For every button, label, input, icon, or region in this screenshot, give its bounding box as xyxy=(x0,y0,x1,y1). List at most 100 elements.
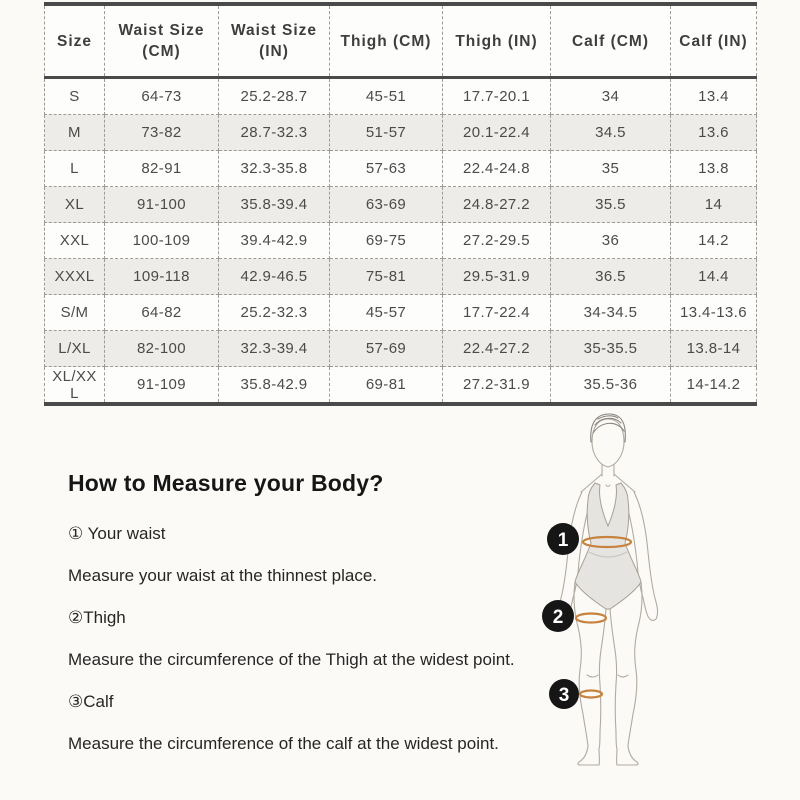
suit-seam xyxy=(588,551,628,558)
measurement-cell: 29.5-31.9 xyxy=(442,258,551,295)
size-cell: L xyxy=(44,150,105,187)
measurement-cell: 13.4 xyxy=(670,77,757,115)
guide-title: How to Measure your Body? xyxy=(68,470,384,496)
measurement-cell: 25.2-28.7 xyxy=(218,77,330,115)
measurement-cell: 25.2-32.3 xyxy=(218,294,330,331)
measurement-cell: 35-35.5 xyxy=(550,330,671,367)
step-description: Measure the circumference of the Thigh a… xyxy=(68,650,515,669)
measurement-cell: 91-100 xyxy=(104,186,219,223)
column-header: Waist Size (CM) xyxy=(104,3,219,79)
size-cell: M xyxy=(44,114,105,151)
measurement-cell: 82-100 xyxy=(104,330,219,367)
column-header: Calf (IN) xyxy=(670,3,757,79)
measurement-cell: 57-69 xyxy=(329,330,443,367)
marker-1-circle xyxy=(547,523,579,555)
measurement-cell: 14 xyxy=(670,186,757,223)
table-row: S/M 64-82 25.2-32.3 45-57 17.7-22.4 34-34.5 13… xyxy=(44,294,757,331)
measurement-cell: 34 xyxy=(550,77,671,115)
marker-1: 1 xyxy=(547,523,579,555)
measurement-cell: 57-63 xyxy=(329,150,443,187)
size-cell: XL/XXL xyxy=(44,366,105,405)
measurement-cell: 17.7-20.1 xyxy=(442,77,551,115)
measurement-cell: 63-69 xyxy=(329,186,443,223)
face-outline xyxy=(591,418,625,468)
right-arm-outline xyxy=(626,491,657,603)
measurement-cell: 32.3-39.4 xyxy=(218,330,330,367)
knee-marks xyxy=(586,674,629,678)
column-header: Thigh (CM) xyxy=(329,3,443,79)
marker-3-circle xyxy=(549,679,579,709)
step-description: Measure your waist at the thinnest place… xyxy=(68,566,377,585)
measurement-cell: 14.4 xyxy=(670,258,757,295)
measurement-cell: 13.8-14 xyxy=(670,330,757,367)
hair-icon xyxy=(590,413,626,443)
waist-measure-band xyxy=(581,535,633,549)
body-measurement-figure: 1 2 3 xyxy=(525,412,695,772)
measurement-cell: 36 xyxy=(550,222,671,259)
body-figure-svg: 1 2 3 xyxy=(542,413,659,766)
right-hand-outline xyxy=(642,597,659,621)
table-row: L/XL 82-100 32.3-39.4 57-69 22.4-27.2 35-35.5… xyxy=(44,330,757,367)
measurement-cell: 35.5 xyxy=(550,186,671,223)
measurement-cell: 35.5-36 xyxy=(550,366,671,405)
measurement-cell: 34-34.5 xyxy=(550,294,671,331)
size-cell: S/M xyxy=(44,294,105,331)
column-header: Waist Size (IN) xyxy=(218,3,330,79)
measurement-cell: 13.4-13.6 xyxy=(670,294,757,331)
size-cell: S xyxy=(44,77,105,115)
measurement-cell: 64-82 xyxy=(104,294,219,331)
hair-stroke xyxy=(597,415,619,420)
measurement-cell: 35.8-39.4 xyxy=(218,186,330,223)
measurement-cell: 51-57 xyxy=(329,114,443,151)
marker-2-number: 2 xyxy=(553,607,564,628)
measurement-cell: 36.5 xyxy=(550,258,671,295)
size-cell: L/XL xyxy=(44,330,105,367)
measurement-cell: 64-73 xyxy=(104,77,219,115)
collarbone-marks xyxy=(605,484,611,488)
column-header: Size xyxy=(44,3,105,79)
step-label: ① Your waist xyxy=(68,524,166,543)
measurement-cell: 32.3-35.8 xyxy=(218,150,330,187)
measurement-cell: 34.5 xyxy=(550,114,671,151)
measurement-cell: 27.2-31.9 xyxy=(442,366,551,405)
measurement-cell: 13.8 xyxy=(670,150,757,187)
size-chart-table: Size Waist Size (CM) Waist Size (IN) Thigh … xyxy=(44,2,757,406)
left-leg-outline xyxy=(573,581,607,750)
measurement-cell: 27.2-29.5 xyxy=(442,222,551,259)
table-row: M 73-82 28.7-32.3 51-57 20.1-22.4 34.5 13.6 xyxy=(44,114,757,151)
table-row: XL 91-100 35.8-39.4 63-69 24.8-27.2 35.5 14 xyxy=(44,186,757,223)
measurement-cell: 22.4-24.8 xyxy=(442,150,551,187)
measurement-cell: 73-82 xyxy=(104,114,219,151)
measurement-cell: 17.7-22.4 xyxy=(442,294,551,331)
measurement-cell: 42.9-46.5 xyxy=(218,258,330,295)
measurement-cell: 82-91 xyxy=(104,150,219,187)
column-header: Thigh (IN) xyxy=(442,3,551,79)
hair-stroke xyxy=(594,417,622,426)
measurement-cell: 69-75 xyxy=(329,222,443,259)
hair-stroke xyxy=(592,422,625,434)
measurement-cell: 35 xyxy=(550,150,671,187)
left-foot-outline xyxy=(577,745,600,766)
size-cell: XL xyxy=(44,186,105,223)
measurement-cell: 45-51 xyxy=(329,77,443,115)
calf-measure-band xyxy=(578,689,604,699)
measurement-cell: 75-81 xyxy=(329,258,443,295)
table-row: L 82-91 32.3-35.8 57-63 22.4-24.8 35 13.8 xyxy=(44,150,757,187)
measurement-cell: 39.4-42.9 xyxy=(218,222,330,259)
table-row: XXXL 109-118 42.9-46.5 75-81 29.5-31.9 36.5 14… xyxy=(44,258,757,295)
marker-3-number: 3 xyxy=(559,685,570,706)
measurement-cell: 91-109 xyxy=(104,366,219,405)
measurement-cell: 28.7-32.3 xyxy=(218,114,330,151)
right-leg-outline xyxy=(609,581,643,750)
step-label: ②Thigh xyxy=(68,608,126,627)
table-row: XL/XXL 91-109 35.8-42.9 69-81 27.2-31.9 35.5-… xyxy=(44,366,757,405)
marker-2: 2 xyxy=(542,600,574,632)
shoulder-outline xyxy=(580,473,636,493)
measurement-cell: 45-57 xyxy=(329,294,443,331)
size-cell: XXXL xyxy=(44,258,105,295)
measurement-cell: 22.4-27.2 xyxy=(442,330,551,367)
measurement-cell: 13.6 xyxy=(670,114,757,151)
measurement-cell: 20.1-22.4 xyxy=(442,114,551,151)
measuring-guide: How to Measure your Body? ① Your waist Me… xyxy=(68,470,568,776)
thigh-measure-band xyxy=(574,612,608,624)
